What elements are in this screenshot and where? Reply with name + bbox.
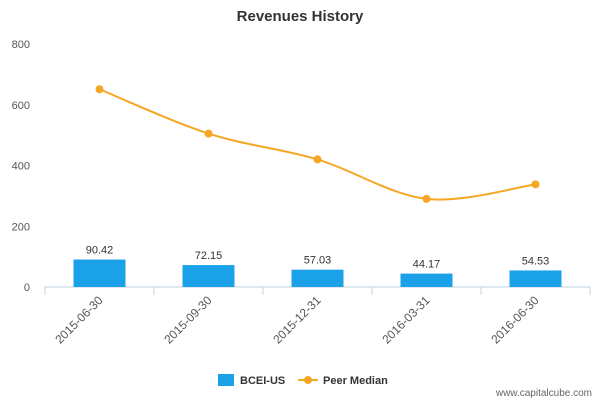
bar[interactable] [400, 273, 453, 287]
bar[interactable] [73, 259, 126, 287]
y-tick-label: 800 [12, 39, 30, 51]
line-point[interactable] [313, 155, 322, 164]
line-point[interactable] [531, 180, 540, 189]
y-tick-label: 200 [12, 221, 30, 233]
line-series [95, 85, 540, 203]
chart-title: Revenues History [237, 8, 364, 25]
y-tick-label: 600 [12, 100, 30, 112]
x-tick-labels: 2015-06-30 2015-09-30 2015-12-31 2016-03-31… [52, 293, 542, 347]
bar-data-label: 54.53 [522, 255, 550, 267]
bar-data-label: 44.17 [413, 259, 441, 271]
legend-swatch-bar [218, 374, 234, 386]
bar[interactable] [291, 269, 344, 287]
watermark: www.capitalcube.com [495, 388, 592, 399]
x-tick-label: 2015-12-31 [270, 293, 324, 347]
bar-data-labels: 90.42 72.15 57.03 44.17 54.53 [86, 245, 550, 271]
bar-data-label: 90.42 [86, 245, 114, 257]
x-tick-label: 2015-09-30 [161, 293, 215, 347]
line-point[interactable] [204, 129, 213, 138]
line-point[interactable] [422, 194, 431, 203]
y-tick-label: 400 [12, 161, 30, 173]
bar-data-label: 57.03 [304, 255, 332, 267]
line-point[interactable] [95, 85, 104, 94]
y-axis: 0 200 400 600 800 [12, 39, 30, 294]
legend-label-bar: BCEI-US [240, 375, 285, 387]
bar[interactable] [509, 270, 562, 287]
x-tick-label: 2016-06-30 [488, 293, 542, 347]
x-tick-label: 2016-03-31 [379, 293, 433, 347]
legend-label-line: Peer Median [323, 375, 388, 387]
bar[interactable] [182, 265, 235, 287]
line-path [99, 88, 536, 201]
bar-data-label: 72.15 [195, 250, 223, 262]
legend-swatch-marker [304, 376, 312, 384]
y-tick-label: 0 [24, 282, 30, 294]
x-tick-label: 2015-06-30 [52, 293, 106, 347]
bar-series [73, 259, 562, 287]
x-axis [44, 286, 591, 295]
legend[interactable]: BCEI-US Peer Median [218, 374, 388, 387]
